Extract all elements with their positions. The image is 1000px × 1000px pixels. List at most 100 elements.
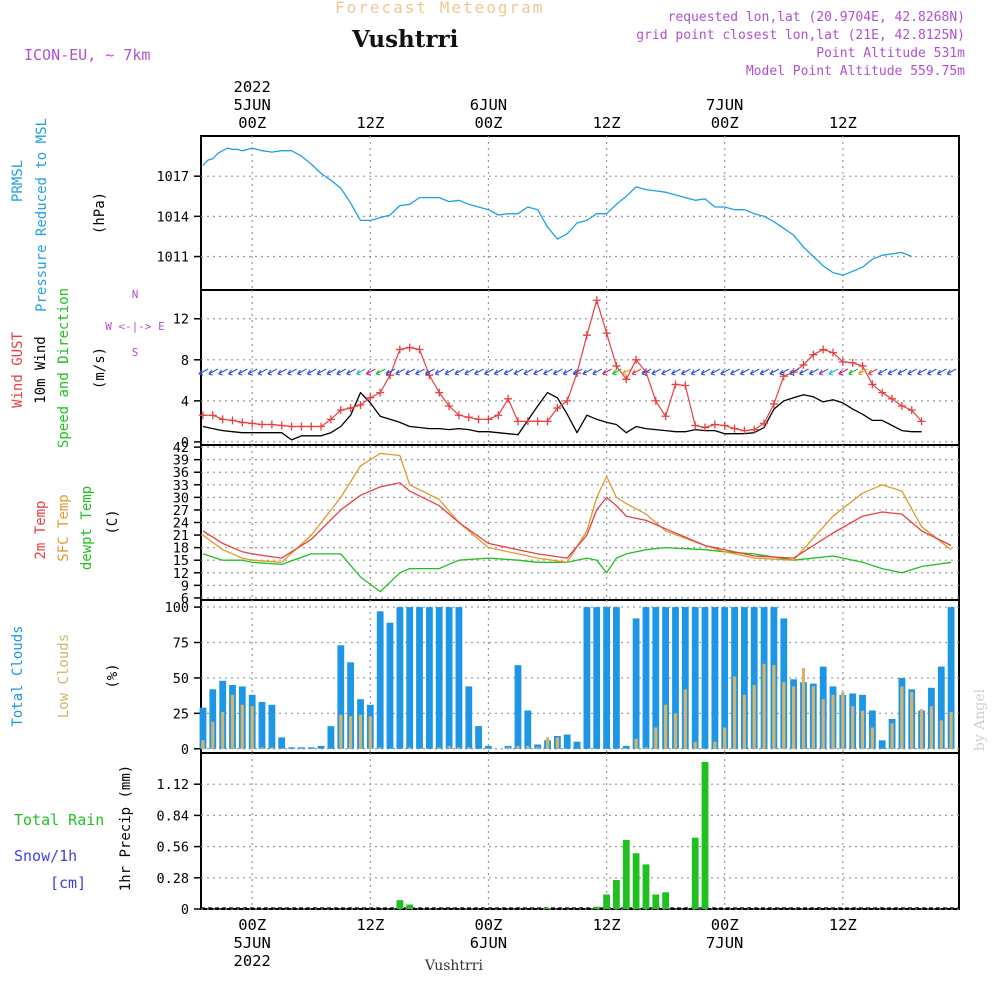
gust-point [592,296,601,305]
wind-direction-arrow [917,368,927,376]
time-label-top: 12Z [593,114,621,132]
wind-direction-arrow [887,368,898,376]
gust-point [208,411,217,420]
temp-ylabel: (C) [105,509,121,534]
gust-point [553,404,562,413]
time-label-bottom: 6JUN [470,934,507,952]
wind-ytick-label: 0 [181,435,189,451]
wind-direction-arrow [336,368,347,376]
total-cloud-bar [701,607,709,749]
wind-direction-arrow [828,368,839,376]
low-cloud-bar [939,720,943,749]
low-cloud-bar [664,704,668,749]
wind-direction-arrow [661,368,671,376]
gust-point [760,419,769,428]
time-label-top: 6JUN [470,96,507,114]
gust-point [819,345,828,354]
total-cloud-bar [435,607,443,749]
wind-direction-arrow [523,368,534,376]
total-cloud-bar [563,734,571,749]
precip-legend-unit: [cm] [50,874,86,892]
rain-bar [396,900,404,909]
gust-point [445,401,454,410]
gust-point [691,421,700,430]
wind-direction-arrow [710,368,721,376]
low-cloud-bar [221,711,225,749]
gust-point [376,388,385,397]
gust-point [366,393,375,402]
low-cloud-bar [900,686,904,749]
rain-bar [701,761,709,909]
precip-legend-rain: Total Rain [14,811,104,829]
pressure-title-prmsl: PRMSL [10,160,26,202]
gust-point [809,350,818,359]
total-cloud-bar [947,607,955,749]
wind-direction-arrow [926,368,937,376]
wind-direction-arrow [858,368,868,376]
precip-legend-snow: Snow/1h [14,847,77,865]
wind-direction-arrow [582,368,593,376]
wind-direction-arrow [247,368,258,376]
wind-title-speed-direction: Speed and Direction [56,288,72,448]
clouds-ytick-label: 0 [181,742,189,758]
wind-direction-arrow [907,368,918,376]
time-label-bottom: 12Z [356,916,384,934]
gust-point [425,371,434,380]
wind-direction-arrow [631,368,642,376]
gust-point [336,406,345,415]
requested-coordinates: requested lon,lat (20.9704E, 42.8268N) [667,10,965,25]
wind-direction-arrow [808,368,819,376]
gust-point [228,416,237,425]
wind-direction-arrow [503,368,514,376]
temperature-ytick-label: 27 [173,503,189,519]
time-label-top: 00Z [711,114,739,132]
gust-point [563,396,572,405]
total-cloud-bar [937,666,945,749]
precipitation-ytick-label: 0.28 [156,871,189,887]
time-label-top: 12Z [356,114,384,132]
low-cloud-bar [368,716,372,749]
clouds-ytick-label: 100 [165,600,189,616]
temperature-ytick-label: 18 [173,541,189,557]
low-cloud-bar [949,711,953,749]
gust-point [710,420,719,429]
wind-direction-arrow [680,368,691,376]
gust-point [356,400,365,409]
precipitation-ytick-label: 0.56 [156,840,189,856]
pressure-title-msl: Pressure Reduced to MSL [34,118,50,312]
wind-direction-arrow [946,368,957,376]
temperature-ytick-label: 42 [173,440,189,456]
wind-direction-arrow [739,368,750,376]
low-cloud-bar [545,737,550,749]
time-label-bottom: 00Z [238,916,266,934]
wind-direction-arrow [720,368,730,376]
low-cloud-bar [811,686,815,749]
grid-point-coordinates: grid point closest lon,lat (21E, 42.8125… [636,28,965,43]
total-cloud-bar [711,607,719,749]
pressure-panel-frame [200,135,960,291]
clouds-ytick-label: 75 [173,636,189,652]
time-label-top: 12Z [829,114,857,132]
gust-point [267,420,276,429]
total-cloud-bar [878,740,886,749]
low-cloud-bar [555,737,559,749]
low-cloud-bar [673,713,678,749]
gust-point [543,417,552,426]
clouds-ytick-label: 25 [173,706,189,722]
rain-bar [652,894,660,909]
wind-direction-arrow [493,368,504,376]
low-cloud-bar [733,676,737,749]
wind-ytick-label: 8 [181,353,189,369]
temperature-ytick-label: 36 [173,465,189,481]
gust-point [602,329,611,338]
low-cloud-bar [339,714,343,749]
wind-title-gust: Wind GUST [10,332,26,408]
wind-direction-arrow [237,368,248,376]
precipitation-panel-frame [200,752,960,910]
wind-direction-arrow [395,368,406,376]
wind-direction-arrow [690,368,701,376]
gust-point [346,404,355,413]
total-cloud-bar [534,744,542,749]
low-cloud-bar [378,747,382,749]
